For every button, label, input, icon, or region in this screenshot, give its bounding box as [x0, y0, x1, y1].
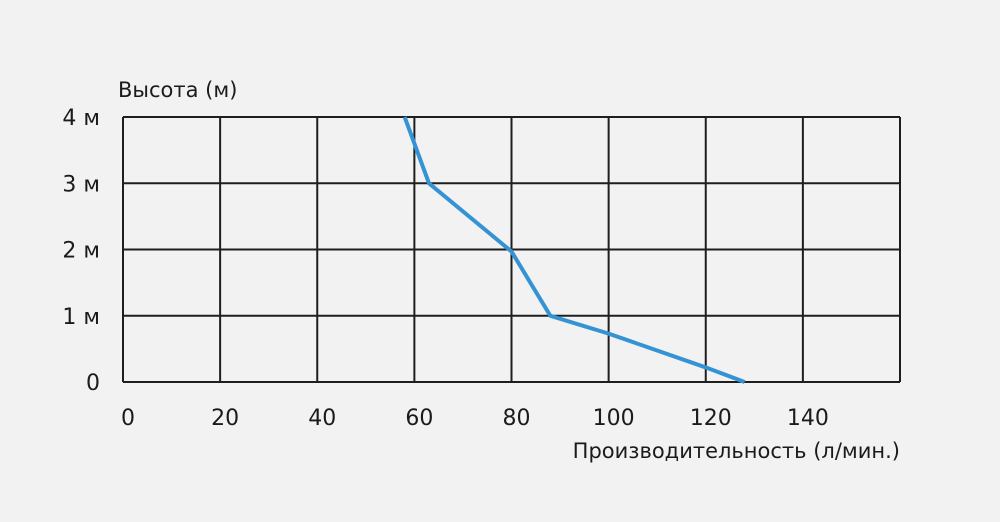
y-axis-title: Высота (м) [118, 78, 237, 102]
x-tick-label: 80 [503, 406, 531, 431]
x-tick-label: 20 [211, 406, 239, 431]
x-axis-title: Производительность (л/мин.) [573, 439, 900, 463]
x-tick-label: 100 [593, 406, 635, 431]
y-tick-label: 3 м [62, 172, 100, 197]
chart-series [402, 116, 746, 384]
y-tick-label: 0 [86, 371, 100, 396]
x-tick-labels: 0 20 40 60 80 100 120 140 [121, 406, 829, 431]
y-tick-labels: 0 1 м 2 м 3 м 4 м [62, 106, 100, 396]
chart-grid [122, 116, 901, 383]
y-tick-label: 2 м [62, 239, 100, 264]
x-tick-label: 60 [405, 406, 433, 431]
y-tick-label: 4 м [62, 106, 100, 131]
x-tick-label: 0 [121, 406, 135, 431]
y-tick-label: 1 м [62, 305, 100, 330]
x-tick-label: 140 [787, 406, 829, 431]
x-tick-label: 40 [308, 406, 336, 431]
x-tick-label: 120 [690, 406, 732, 431]
series-line [402, 116, 746, 384]
